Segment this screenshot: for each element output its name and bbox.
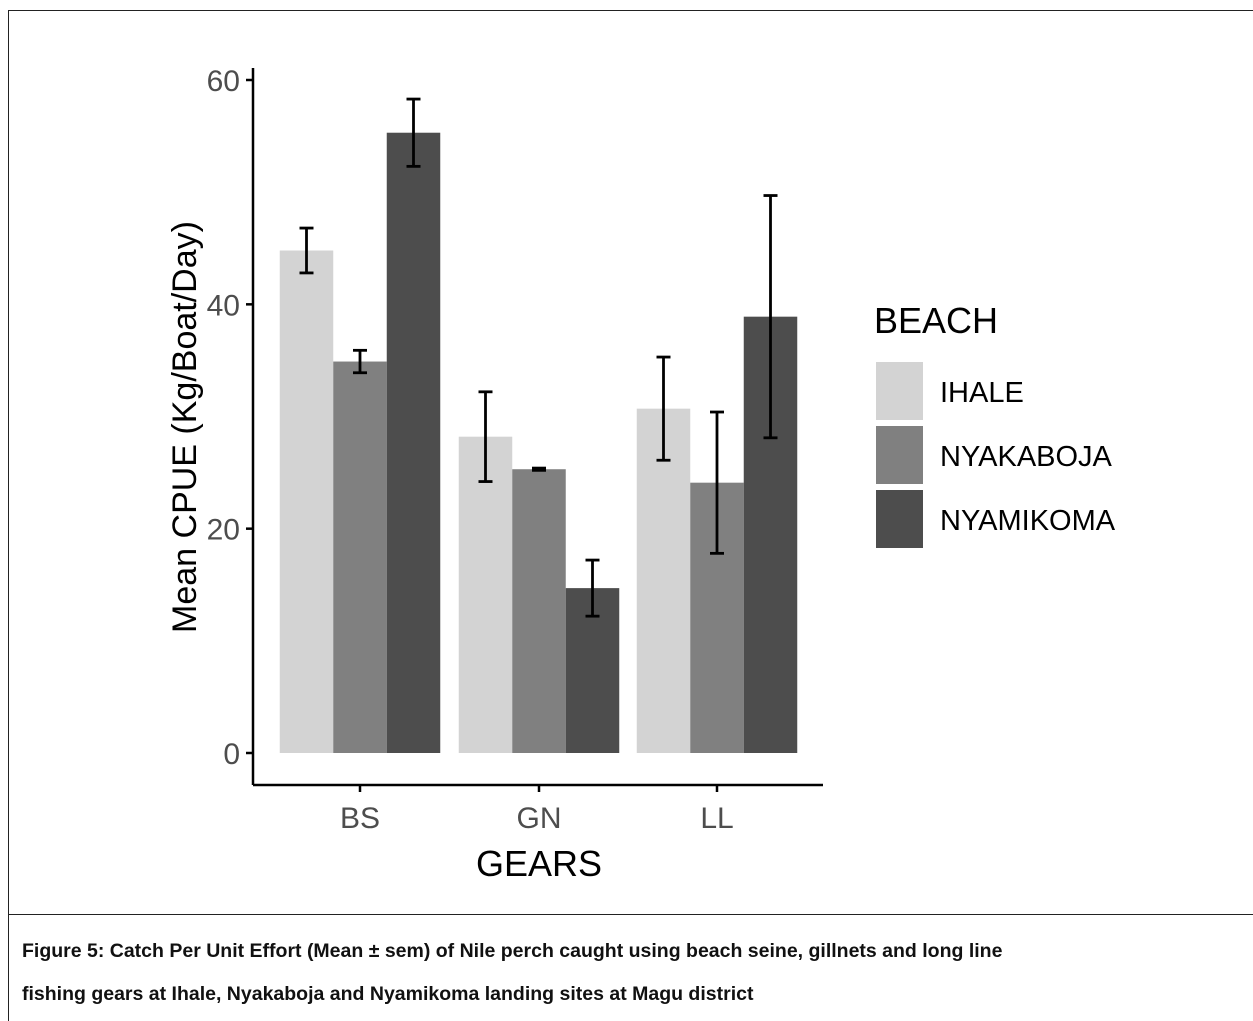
figure-frame: [8, 10, 1253, 1021]
y-tick-label: 20: [207, 514, 240, 547]
legend-label: NYAMIKOMA: [940, 505, 1116, 537]
bar: [279, 250, 334, 753]
cpue-bar-chart: 0 20 40 60 BS GN LL GEARS Mean CPUE (Kg/Boat/…: [166, 65, 1116, 884]
x-tick-label: GN: [517, 802, 562, 835]
bar: [386, 132, 441, 754]
x-tick-label: BS: [340, 802, 380, 835]
caption-divider: [8, 914, 1253, 915]
x-ticks: BS GN LL: [340, 785, 734, 835]
bar: [512, 469, 566, 753]
bar: [458, 436, 513, 753]
error-bars: [299, 97, 778, 618]
x-tick-label: LL: [700, 802, 733, 835]
legend: BEACH IHALE NYAKABOJA NYAMIKOMA: [874, 300, 1116, 548]
y-tick-label: 40: [207, 289, 240, 322]
legend-title: BEACH: [874, 300, 998, 341]
bars: [279, 132, 798, 754]
bar: [636, 408, 691, 753]
y-tick-label: 60: [207, 65, 240, 98]
legend-swatch: [876, 362, 923, 420]
legend-swatch: [876, 426, 923, 484]
y-tick-label: 0: [223, 738, 240, 771]
x-axis-title: GEARS: [476, 843, 602, 884]
caption-line-2: fishing gears at Ihale, Nyakaboja and Ny…: [22, 983, 754, 1005]
legend-label: NYAKABOJA: [940, 441, 1113, 473]
legend-swatch: [876, 490, 923, 548]
figure-caption: Figure 5: Catch Per Unit Effort (Mean ± …: [22, 930, 1232, 1016]
y-axis-title: Mean CPUE (Kg/Boat/Day): [166, 221, 204, 633]
legend-label: IHALE: [940, 377, 1024, 409]
caption-line-1: Figure 5: Catch Per Unit Effort (Mean ± …: [22, 940, 1003, 962]
y-ticks: 0 20 40 60: [207, 65, 253, 771]
bar: [333, 361, 387, 753]
